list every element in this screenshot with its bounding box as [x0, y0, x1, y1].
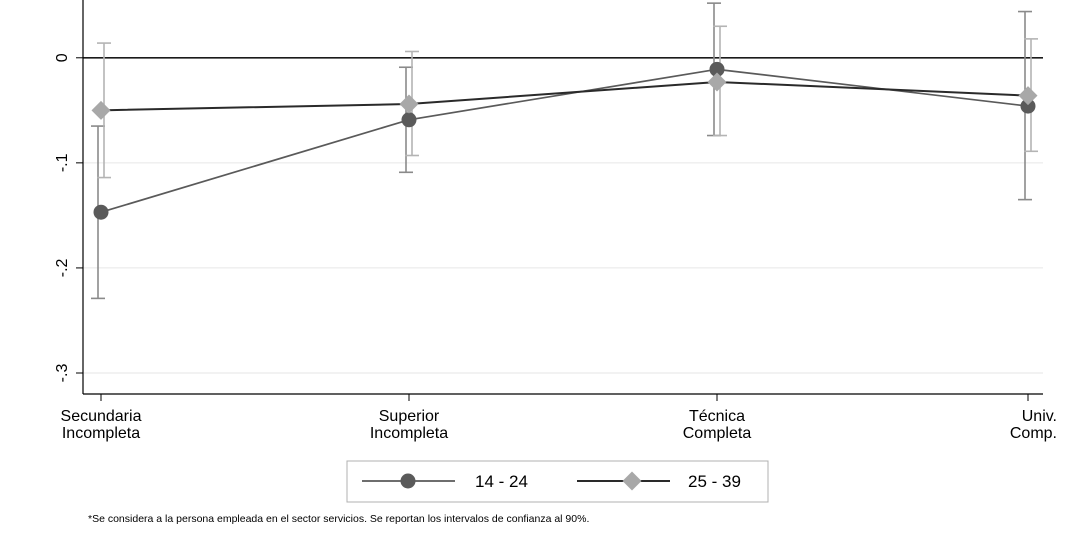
point-marker — [707, 72, 727, 92]
x-category-label: Secundaria — [61, 408, 142, 425]
legend-label: 25 - 39 — [688, 472, 741, 491]
confidence-intervals — [91, 2, 1038, 300]
point-marker — [622, 471, 642, 491]
x-category-label: Univ. — [1022, 408, 1057, 425]
footnote: *Se considera a la persona empleada en e… — [88, 513, 590, 525]
axes: -.3-.2-.10SecundariaIncompletaSuperiorIn… — [54, 0, 1057, 442]
x-category-label: Comp. — [1010, 425, 1057, 442]
series-line — [100, 68, 1029, 214]
y-tick-label: 0 — [54, 53, 71, 62]
point-marker — [400, 473, 416, 489]
point-marker — [399, 94, 419, 114]
y-tick-label: -.1 — [54, 153, 71, 172]
legend-label: 14 - 24 — [475, 472, 528, 491]
x-category-label: Completa — [683, 425, 752, 442]
legend: 14 - 24 25 - 39 — [346, 460, 769, 503]
point-marker — [93, 204, 109, 220]
x-category-label: Incompleta — [370, 425, 448, 442]
point-marker — [1020, 98, 1036, 114]
point-marker — [709, 61, 725, 77]
point-marker — [91, 100, 111, 120]
grid-lines — [83, 57, 1043, 374]
series-lines — [91, 61, 1038, 220]
point-marker — [401, 112, 417, 128]
point-marker — [1018, 86, 1038, 106]
y-tick-label: -.3 — [54, 364, 71, 383]
series-line — [100, 80, 1029, 112]
x-category-label: Técnica — [689, 408, 745, 425]
x-category-label: Incompleta — [62, 425, 140, 442]
x-category-label: Superior — [379, 408, 440, 425]
y-tick-label: -.2 — [54, 258, 71, 277]
